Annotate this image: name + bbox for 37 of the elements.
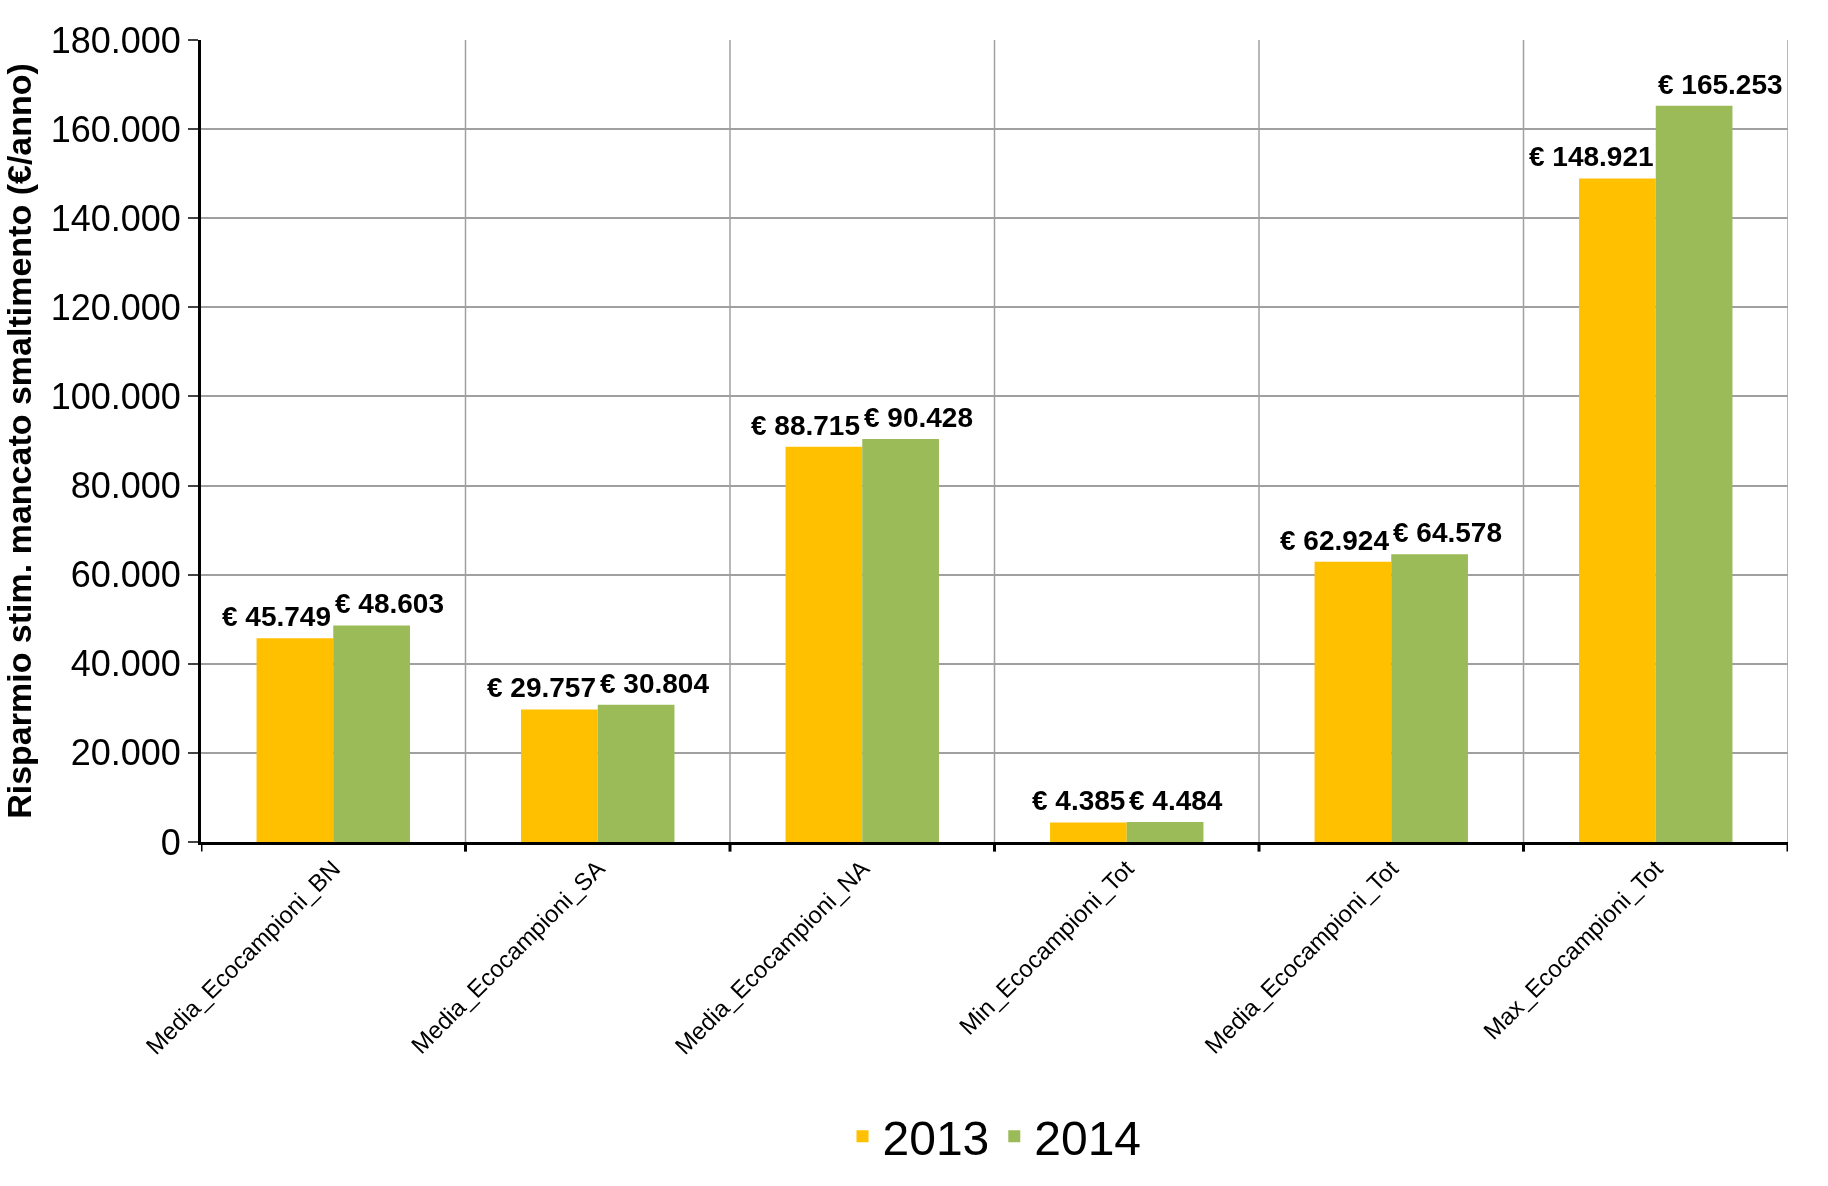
data-label: € 4.484 xyxy=(1129,785,1223,816)
data-label: € 90.428 xyxy=(864,402,973,433)
legend-label: 2013 xyxy=(882,1112,990,1166)
legend-label: 2014 xyxy=(1034,1112,1142,1166)
data-label: € 4.385 xyxy=(1032,785,1126,816)
y-tick-label: 60.000 xyxy=(70,554,181,596)
bar xyxy=(597,704,675,842)
bar xyxy=(1579,178,1656,842)
data-label: € 29.757 xyxy=(487,672,596,703)
bar xyxy=(1126,822,1204,842)
data-label: € 30.804 xyxy=(600,668,710,699)
bar xyxy=(1314,561,1392,842)
bar xyxy=(1655,105,1733,842)
bar xyxy=(785,446,863,842)
data-label: € 165.253 xyxy=(1658,69,1783,100)
bar xyxy=(1391,554,1468,842)
bar xyxy=(862,439,939,842)
y-tick-label: 80.000 xyxy=(70,465,181,507)
data-label: € 48.603 xyxy=(335,588,444,619)
data-label: € 148.921 xyxy=(1529,141,1654,172)
bar xyxy=(1050,822,1127,842)
y-tick-label: 100.000 xyxy=(50,376,181,418)
data-label: € 64.578 xyxy=(1393,517,1502,548)
y-tick-label: 0 xyxy=(160,821,181,863)
data-label: € 62.924 xyxy=(1280,525,1390,556)
y-axis-title: Risparmio stim. mancato smaltimento (€/anno) xyxy=(0,63,38,819)
data-label: € 45.749 xyxy=(222,601,331,632)
data-label: € 88.715 xyxy=(751,410,860,441)
bar xyxy=(521,709,598,842)
y-tick-label: 140.000 xyxy=(50,197,181,239)
y-tick-label: 40.000 xyxy=(70,643,181,685)
bar xyxy=(256,638,334,842)
y-tick-label: 120.000 xyxy=(50,286,181,328)
y-tick-label: 180.000 xyxy=(50,19,181,61)
y-tick-label: 160.000 xyxy=(50,108,181,150)
bar xyxy=(333,625,410,842)
y-tick-label: 20.000 xyxy=(70,732,181,774)
